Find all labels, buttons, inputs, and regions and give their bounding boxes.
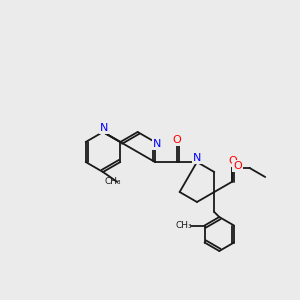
Text: N: N: [193, 153, 201, 163]
Text: N: N: [153, 139, 161, 149]
Text: CH₃: CH₃: [104, 176, 121, 185]
Text: O: O: [233, 161, 242, 171]
Text: O: O: [228, 156, 237, 166]
Text: O: O: [172, 135, 181, 145]
Text: CH₃: CH₃: [175, 221, 192, 230]
Text: N: N: [100, 123, 108, 133]
